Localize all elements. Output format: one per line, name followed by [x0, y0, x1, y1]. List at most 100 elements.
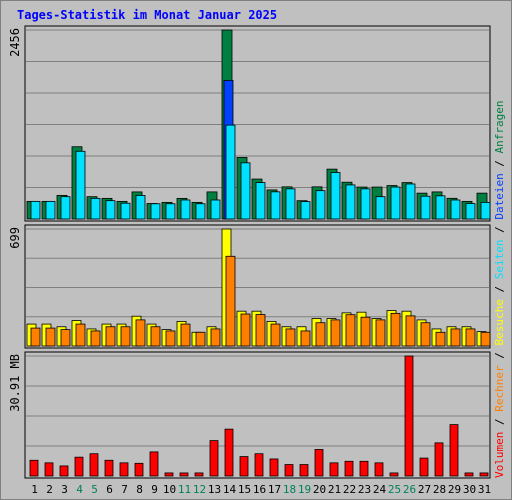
bar-volumen [419, 457, 429, 477]
bar-seiten [30, 200, 41, 220]
bar-volumen [359, 460, 369, 477]
bar-seiten [375, 196, 386, 220]
bar-volumen [209, 440, 219, 477]
chart-title: Tages-Statistik im Monat Januar 2025 [17, 8, 277, 22]
bar-seiten [105, 200, 116, 220]
x-tick-label: 3 [61, 483, 68, 496]
bar-seiten [255, 182, 266, 220]
x-tick-label: 31 [478, 483, 491, 496]
bar-volumen [254, 453, 264, 477]
bar-rechner [90, 330, 101, 347]
bar-rechner [135, 319, 146, 347]
x-tick-label: 13 [208, 483, 221, 496]
bar-volumen [479, 472, 489, 477]
bar-volumen [74, 456, 84, 477]
bar-volumen [89, 453, 99, 477]
legend-separator: / [493, 412, 506, 432]
legend-seiten: Seiten [493, 240, 506, 280]
bar-rechner [225, 255, 236, 347]
x-tick-label: 17 [268, 483, 281, 496]
bar-rechner [315, 322, 326, 347]
bar-seiten [150, 203, 161, 220]
bar-seiten [330, 172, 341, 220]
bar-rechner [465, 328, 476, 347]
bar-volumen [434, 442, 444, 477]
bar-rechner [240, 313, 251, 347]
bar-seiten [345, 184, 356, 220]
right-legend: Volumen / Rechner / Besuche / Seiten / D… [493, 100, 506, 478]
bar-volumen [284, 464, 294, 477]
bar-volumen [149, 451, 159, 477]
bar-rechner [345, 314, 356, 347]
bar-seiten [240, 162, 251, 220]
x-tick-label: 11 [178, 483, 191, 496]
bar-volumen [29, 459, 39, 477]
bar-seiten [315, 190, 326, 220]
bar-volumen [464, 472, 474, 477]
bar-volumen [344, 460, 354, 477]
bar-rechner [210, 328, 221, 347]
bar-rechner [105, 326, 116, 347]
x-tick-label: 4 [76, 483, 83, 496]
bar-volumen [104, 459, 114, 477]
bar-rechner [60, 329, 71, 347]
x-tick-label: 12 [193, 483, 206, 496]
x-tick-label: 28 [433, 483, 446, 496]
x-tick-label: 8 [136, 483, 143, 496]
bar-seiten [420, 195, 431, 220]
bar-seiten [135, 195, 146, 220]
bar-rechner [165, 330, 176, 347]
bar-seiten [90, 197, 101, 220]
x-tick-label: 30 [463, 483, 476, 496]
x-tick-label: 10 [163, 483, 176, 496]
bar-rechner [435, 331, 446, 347]
bar-seiten [450, 199, 461, 220]
legend-anfragen: Anfragen [493, 100, 506, 153]
bar-rechner [45, 327, 56, 347]
x-tick-label: 23 [358, 483, 371, 496]
bar-rechner [180, 323, 191, 347]
x-tick-label: 20 [313, 483, 326, 496]
x-tick-label: 16 [253, 483, 266, 496]
bar-volumen [329, 462, 339, 477]
bar-volumen [44, 462, 54, 477]
bar-seiten [75, 150, 86, 220]
x-tick-label: 22 [343, 483, 356, 496]
bar-seiten [480, 201, 491, 220]
x-tick-label: 29 [448, 483, 461, 496]
bar-rechner [390, 312, 401, 347]
bar-volumen [164, 472, 174, 477]
x-tick-label: 6 [106, 483, 113, 496]
x-tick-label: 19 [298, 483, 311, 496]
bar-rechner [30, 327, 41, 347]
bar-volumen [239, 456, 249, 477]
bar-rechner [330, 319, 341, 347]
bar-rechner [270, 323, 281, 347]
x-tick-label: 21 [328, 483, 341, 496]
x-tick-label: 18 [283, 483, 296, 496]
bar-rechner [75, 323, 86, 347]
y-max-label-volumen: 30.91 MB [8, 354, 22, 412]
x-tick-label: 25 [388, 483, 401, 496]
y-max-label-besuche: 699 [8, 227, 22, 249]
bar-seiten [45, 200, 56, 220]
bar-volumen [224, 428, 234, 477]
x-tick-label: 2 [46, 483, 53, 496]
bar-rechner [405, 315, 416, 347]
bar-rechner [285, 328, 296, 347]
bar-seiten [390, 186, 401, 220]
bar-seiten [360, 188, 371, 220]
bar-seiten [180, 199, 191, 220]
x-tick-label: 9 [151, 483, 158, 496]
bar-volumen [134, 462, 144, 477]
bar-volumen [194, 472, 204, 477]
bar-volumen [374, 462, 384, 477]
bar-volumen [59, 465, 69, 477]
x-tick-label: 5 [91, 483, 98, 496]
bar-volumen [179, 472, 189, 477]
bar-volumen [119, 462, 129, 477]
bar-rechner [255, 314, 266, 347]
legend-separator: / [493, 220, 506, 240]
bar-seiten [195, 203, 206, 220]
